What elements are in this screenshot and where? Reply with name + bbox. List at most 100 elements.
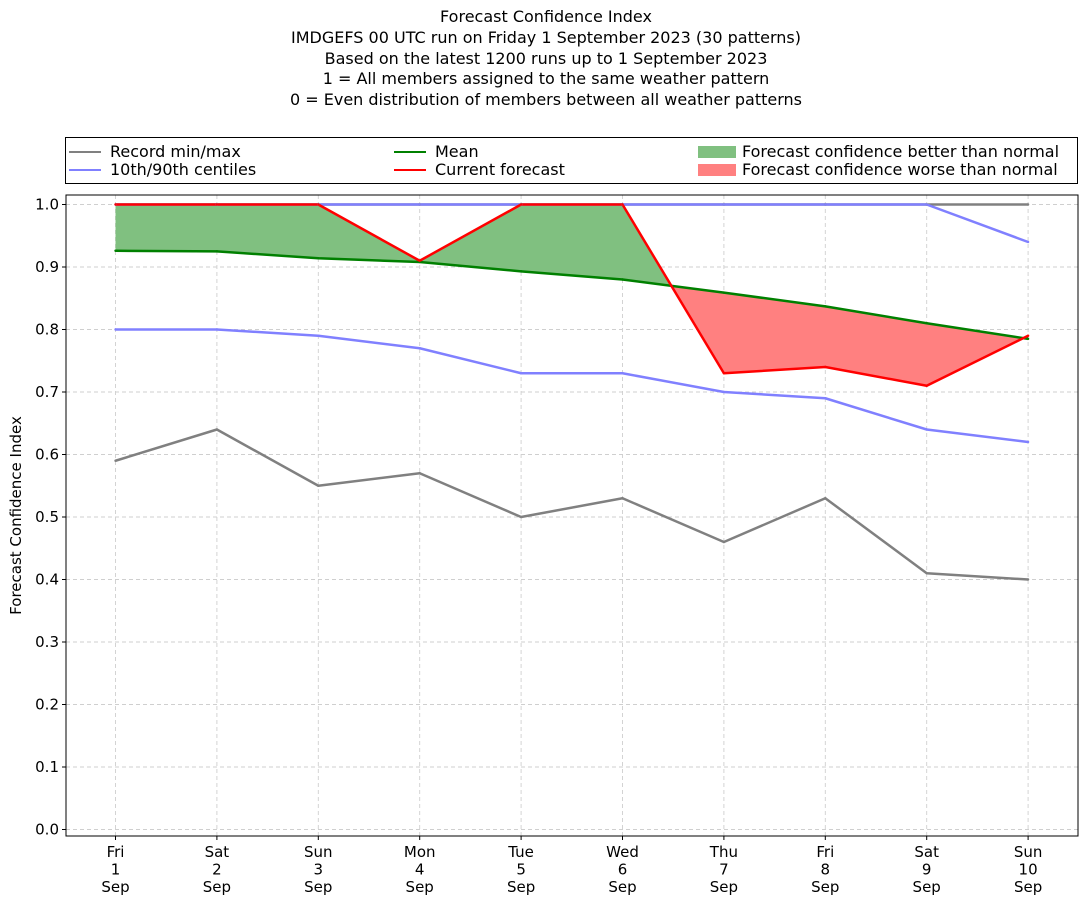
centile-10th-point <box>722 390 726 394</box>
record-min-point <box>114 459 117 462</box>
mean-point <box>722 291 726 294</box>
x-tick-label: Sun <box>1014 843 1043 861</box>
record-max-point <box>1026 203 1030 206</box>
x-tick-label: Sep <box>304 878 332 896</box>
y-tick-label: 0.7 <box>35 383 59 401</box>
x-tick-label: 5 <box>516 861 526 879</box>
x-tick-label: 7 <box>719 861 729 879</box>
x-tick-label: 2 <box>212 861 222 879</box>
y-tick-label: 0.1 <box>35 758 59 776</box>
x-tick-label: Sep <box>608 878 636 896</box>
mean-point <box>317 257 320 260</box>
y-tick-label: 0.2 <box>35 696 59 714</box>
record-min-point <box>519 515 523 519</box>
mean-point <box>215 250 219 253</box>
x-tick-label: 1 <box>111 861 121 879</box>
current-forecast-point <box>621 203 624 206</box>
mean-point <box>114 249 117 252</box>
current-forecast-point <box>215 203 219 206</box>
legend-swatch-mean <box>394 151 426 153</box>
mean-line <box>115 249 1029 341</box>
centile-10th-point <box>925 428 928 431</box>
confidence-fills <box>115 204 1029 386</box>
x-tick-label: Sep <box>1014 878 1042 896</box>
y-axis-label: Forecast Confidence Index <box>7 416 25 615</box>
x-axis-ticks: Fri1SepSat2SepSun3SepMon4SepTue5SepWed6S… <box>101 836 1042 896</box>
legend-swatch-worse <box>698 164 736 176</box>
x-tick-label: Fri <box>107 843 125 861</box>
x-tick-label: Wed <box>606 843 639 861</box>
legend-label-current: Current forecast <box>435 160 565 179</box>
x-tick-label: Sep <box>203 878 231 896</box>
current-forecast-point <box>519 203 523 206</box>
x-tick-label: 4 <box>415 861 425 879</box>
x-tick-label: Sep <box>101 878 129 896</box>
x-tick-label: 8 <box>821 861 831 879</box>
title-line-2: IMDGEFS 00 UTC run on Friday 1 September… <box>291 27 801 47</box>
title-line-3: Based on the latest 1200 runs up to 1 Se… <box>324 48 768 68</box>
x-tick-label: Sep <box>710 878 738 896</box>
chart-title: Forecast Confidence Index IMDGEFS 00 UTC… <box>0 7 1092 111</box>
current-forecast-point <box>824 365 827 369</box>
record-min-line <box>115 428 1029 581</box>
x-tick-label: Thu <box>709 843 738 861</box>
centile-90th-point <box>925 203 928 206</box>
mean-point <box>621 278 624 281</box>
centile-10th-line <box>115 328 1029 444</box>
legend-label-mean: Mean <box>435 142 479 161</box>
record-min-point <box>317 484 320 487</box>
current-forecast-point <box>925 384 928 387</box>
record-min-point <box>215 428 219 431</box>
centile-10th-point <box>824 397 827 400</box>
centile-10th-point <box>621 372 624 375</box>
legend-swatch-current <box>394 169 426 171</box>
record-min-point <box>722 540 726 544</box>
x-tick-label: Sep <box>811 878 839 896</box>
x-tick-label: 3 <box>314 861 324 879</box>
current-forecast-point <box>114 203 117 206</box>
legend-swatch-better <box>698 146 736 158</box>
legend-label-better: Forecast confidence better than normal <box>742 142 1060 161</box>
y-tick-label: 0.8 <box>35 321 59 339</box>
x-tick-label: Sat <box>205 843 230 861</box>
data-points <box>114 203 1030 581</box>
legend-label-record: Record min/max <box>110 142 241 161</box>
grid-lines <box>66 195 1078 836</box>
centile-90th-point <box>722 203 726 206</box>
x-tick-label: Sep <box>406 878 434 896</box>
current-forecast-line <box>115 203 1029 387</box>
legend-item-mean: Mean <box>394 143 479 161</box>
legend-swatch-record <box>69 151 101 153</box>
x-tick-label: Sun <box>304 843 333 861</box>
legend-label-centiles: 10th/90th centiles <box>110 160 257 179</box>
centile-90th-point <box>824 203 827 206</box>
x-tick-label: 9 <box>922 861 932 879</box>
mean-point <box>519 270 523 273</box>
y-tick-label: 0.3 <box>35 633 59 651</box>
x-tick-label: Sat <box>914 843 939 861</box>
x-tick-label: Sep <box>507 878 535 896</box>
current-forecast-point <box>1026 334 1030 337</box>
worse-than-normal-fill <box>671 285 1024 386</box>
record-min-point <box>418 472 421 475</box>
centile-90th-point <box>1026 240 1030 244</box>
title-line-4: 1 = All members assigned to the same wea… <box>322 69 770 89</box>
record-min-point <box>824 497 827 500</box>
current-forecast-point <box>317 203 320 206</box>
legend-label-worse: Forecast confidence worse than normal <box>742 160 1058 179</box>
chart-legend: Record min/max 10th/90th centiles Mean C… <box>65 137 1078 184</box>
y-tick-label: 1.0 <box>35 196 59 214</box>
record-min-point <box>1026 578 1030 581</box>
legend-item-better: Forecast confidence better than normal <box>698 143 1059 161</box>
x-tick-label: Tue <box>507 843 534 861</box>
centile-10th-point <box>114 328 117 331</box>
better-than-normal-fill <box>115 204 672 286</box>
mean-point <box>925 322 928 325</box>
x-tick-label: Mon <box>404 843 436 861</box>
centile-10th-point <box>519 372 523 375</box>
mean-point <box>824 305 827 308</box>
y-axis-ticks: 0.0 0.1 0.2 0.3 0.4 0.5 0.6 0.7 0.8 0.9 1.0 <box>35 196 66 839</box>
x-tick-label: Fri <box>816 843 834 861</box>
legend-item-centiles: 10th/90th centiles <box>69 161 256 179</box>
